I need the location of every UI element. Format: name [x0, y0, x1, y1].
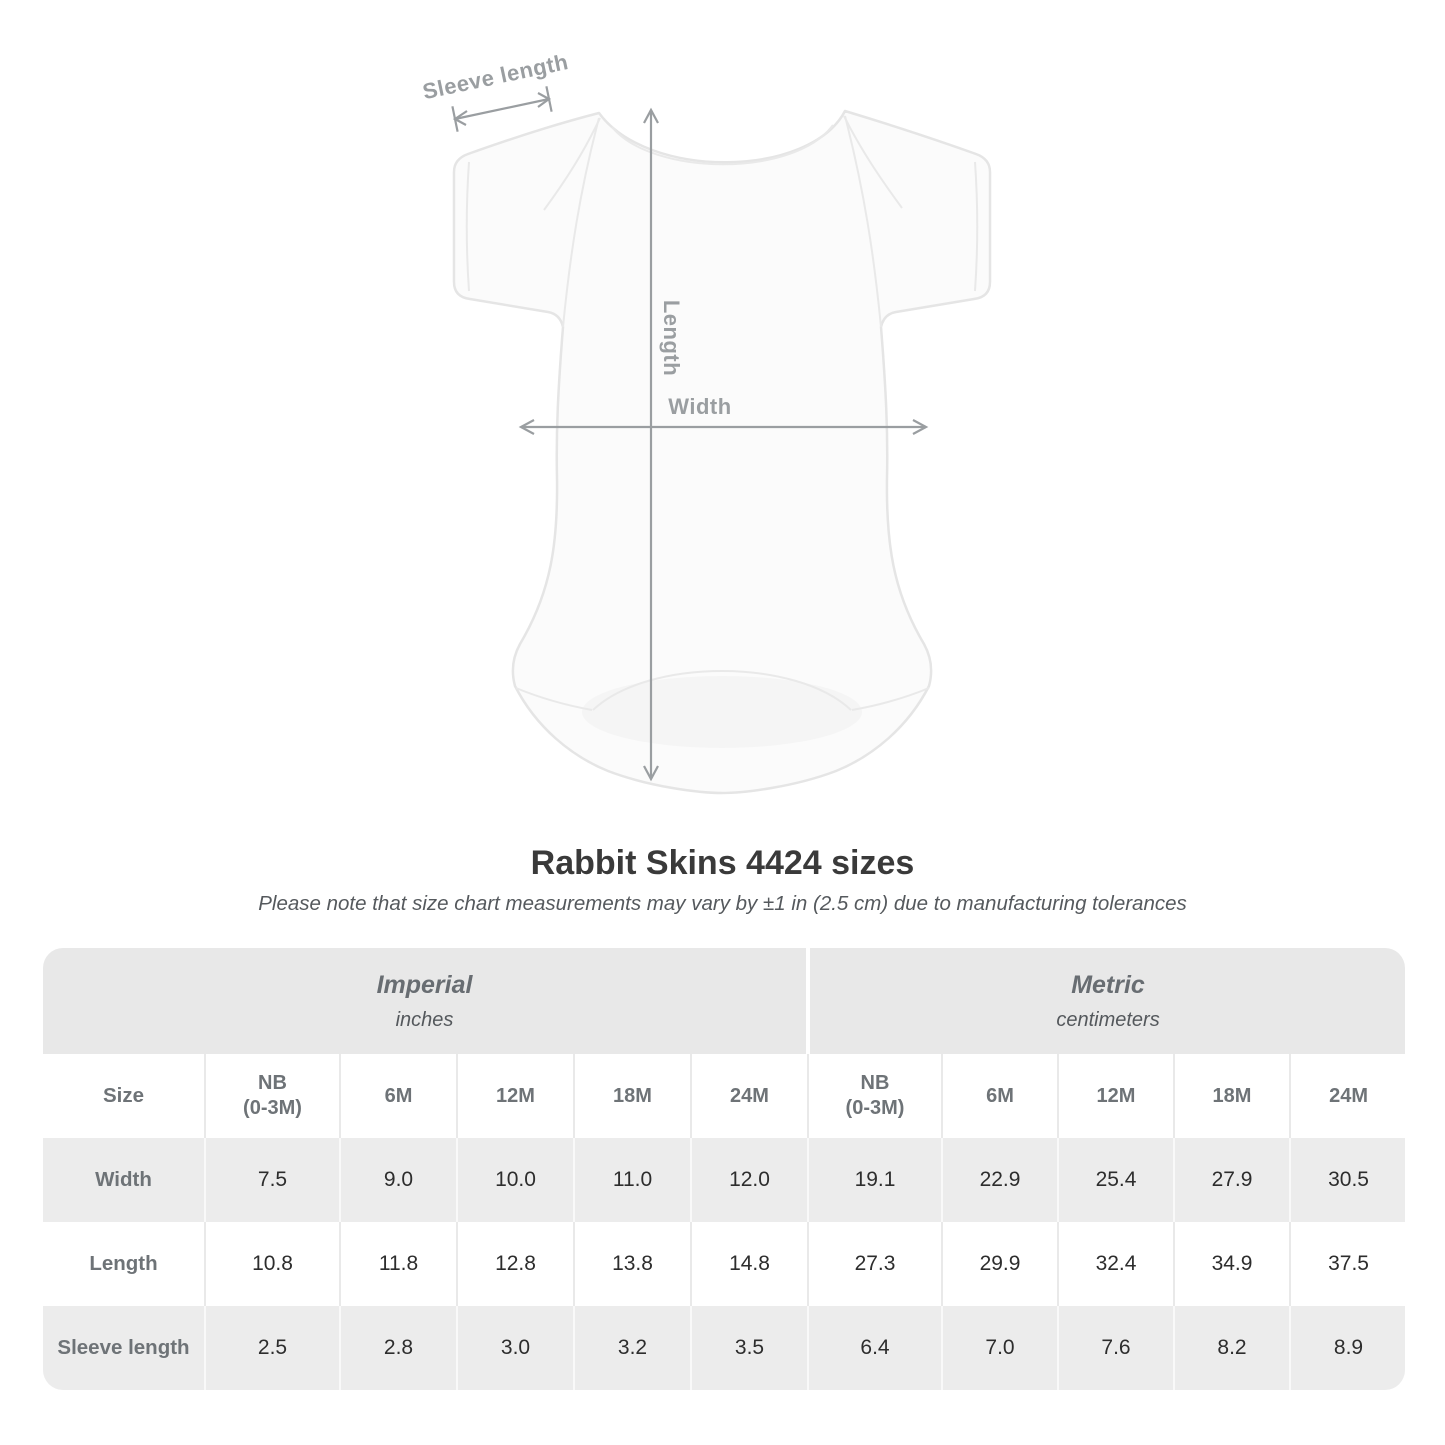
- sleeve-metric-6m: 7.0: [941, 1306, 1058, 1390]
- length-imperial-12m: 12.8: [456, 1222, 574, 1306]
- col-header-metric-12m: 12M: [1057, 1054, 1174, 1138]
- col-header-metric-24m: 24M: [1288, 1054, 1405, 1138]
- width-imperial-6m: 9.0: [339, 1138, 457, 1222]
- length-arrow: [643, 107, 659, 782]
- length-imperial-nb: 10.8: [204, 1222, 340, 1306]
- metric-group-header: Metric centimeters: [805, 948, 1405, 1054]
- unit-group-row: Imperial inches Metric centimeters: [43, 948, 1405, 1054]
- length-imperial-6m: 11.8: [339, 1222, 457, 1306]
- sleeve-imperial-nb: 2.5: [204, 1306, 340, 1390]
- length-metric-12m: 32.4: [1057, 1222, 1174, 1306]
- size-table-container: Imperial inches Metric centimeters Size …: [43, 948, 1405, 1390]
- bodysuit-outline: [452, 109, 992, 795]
- size-corner-label: Size: [43, 1054, 205, 1138]
- col-header-imperial-12m: 12M: [456, 1054, 574, 1138]
- imperial-label: Imperial: [376, 970, 473, 999]
- row-label-length: Length: [43, 1222, 205, 1306]
- imperial-group-header: Imperial inches: [43, 948, 808, 1054]
- col-header-imperial-18m: 18M: [573, 1054, 691, 1138]
- length-imperial-24m: 14.8: [690, 1222, 808, 1306]
- width-metric-18m: 27.9: [1173, 1138, 1290, 1222]
- metric-unit: centimeters: [1056, 1008, 1160, 1031]
- width-imperial-12m: 10.0: [456, 1138, 574, 1222]
- row-label-width: Width: [43, 1138, 205, 1222]
- sleeve-metric-18m: 8.2: [1173, 1306, 1290, 1390]
- size-chart-page: Sleeve length Length Width Rabbit Skins …: [0, 49, 1445, 1390]
- sleeve-metric-24m: 8.9: [1288, 1306, 1405, 1390]
- sleeve-imperial-24m: 3.5: [690, 1306, 808, 1390]
- width-imperial-18m: 11.0: [573, 1138, 691, 1222]
- width-metric-12m: 25.4: [1057, 1138, 1174, 1222]
- tolerance-note: Please note that size chart measurements…: [258, 892, 1187, 915]
- bodysuit-graphic: [452, 109, 992, 795]
- width-metric-24m: 30.5: [1288, 1138, 1405, 1222]
- crotch-shadow: [582, 676, 862, 748]
- seam-lines: [465, 115, 979, 711]
- chart-heading: Rabbit Skins 4424 sizes Please note that…: [0, 843, 1445, 917]
- garment-diagram: Sleeve length Length Width: [420, 49, 992, 795]
- width-imperial-24m: 12.0: [690, 1138, 808, 1222]
- width-metric-6m: 22.9: [941, 1138, 1058, 1222]
- col-header-metric-18m: 18M: [1173, 1054, 1290, 1138]
- length-metric-18m: 34.9: [1173, 1222, 1290, 1306]
- sleeve-imperial-6m: 2.8: [339, 1306, 457, 1390]
- size-header-row: Size NB (0-3M) 6M 12M 18M 24M NB (0-3M) …: [43, 1054, 1405, 1138]
- width-metric-nb: 19.1: [807, 1138, 942, 1222]
- width-imperial-nb: 7.5: [204, 1138, 340, 1222]
- size-table: Imperial inches Metric centimeters Size …: [43, 948, 1405, 1390]
- sleeve-metric-nb: 6.4: [807, 1306, 942, 1390]
- length-metric-6m: 29.9: [941, 1222, 1058, 1306]
- page-title: Rabbit Skins 4424 sizes: [530, 844, 915, 882]
- sleeve-imperial-12m: 3.0: [456, 1306, 574, 1390]
- length-metric-nb: 27.3: [807, 1222, 942, 1306]
- col-header-metric-6m: 6M: [941, 1054, 1058, 1138]
- length-imperial-18m: 13.8: [573, 1222, 691, 1306]
- measurement-arrows: [451, 86, 929, 782]
- width-arrow: [518, 419, 929, 435]
- sleeve-metric-12m: 7.6: [1057, 1306, 1174, 1390]
- width-label: Width: [668, 394, 731, 419]
- length-metric-24m: 37.5: [1288, 1222, 1405, 1306]
- table-row-width: Width 7.5 9.0 10.0 11.0 12.0 19.1 22.9 2…: [43, 1138, 1405, 1222]
- col-header-metric-nb: NB (0-3M): [807, 1054, 942, 1138]
- bodysuit-illustration: Sleeve length Length Width: [420, 49, 992, 795]
- sleeve-length-arrow: [451, 86, 553, 132]
- row-label-sleeve-length: Sleeve length: [43, 1306, 205, 1390]
- imperial-unit: inches: [395, 1008, 454, 1031]
- sleeve-imperial-18m: 3.2: [573, 1306, 691, 1390]
- col-header-imperial-24m: 24M: [690, 1054, 808, 1138]
- table-row-sleeve-length: Sleeve length 2.5 2.8 3.0 3.2 3.5 6.4 7.…: [43, 1306, 1405, 1390]
- col-header-imperial-6m: 6M: [339, 1054, 457, 1138]
- col-header-imperial-nb: NB (0-3M): [204, 1054, 340, 1138]
- length-label: Length: [659, 300, 684, 376]
- table-row-length: Length 10.8 11.8 12.8 13.8 14.8 27.3 29.…: [43, 1222, 1405, 1306]
- metric-label: Metric: [1071, 970, 1145, 999]
